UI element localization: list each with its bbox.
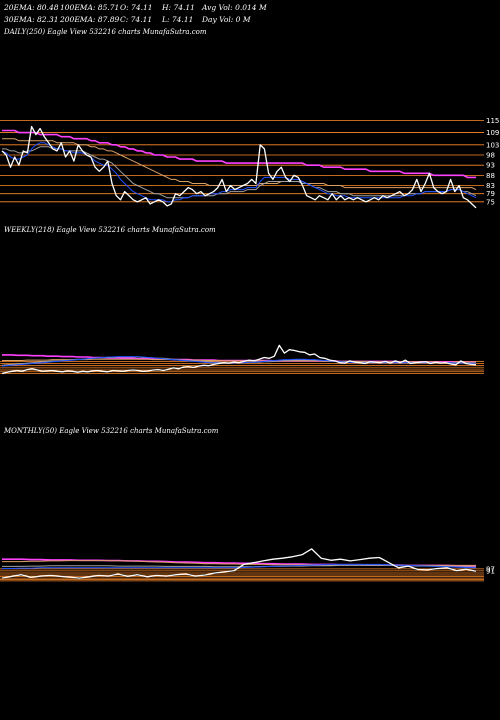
ema200-value: 200EMA: 87.89 — [60, 15, 120, 24]
ema30-value: 30EMA: 82.31 — [4, 15, 59, 24]
open-value: O: 74.11 — [120, 3, 153, 12]
y-tick-label: 91 — [486, 567, 495, 575]
low-value: L: 74.11 — [162, 15, 194, 24]
y-tick-label: 75 — [486, 198, 495, 206]
y-tick-label: 103 — [486, 141, 499, 149]
daily-panel-title: DAILY(250) Eagle View 532216 charts Muna… — [4, 28, 207, 36]
y-tick-label: 115 — [486, 117, 499, 125]
ema200-line — [2, 129, 476, 179]
y-tick-label: 98 — [486, 151, 495, 159]
monthly-panel-title: MONTHLY(50) Eagle View 532216 charts Mun… — [4, 427, 219, 435]
ema20-value: 20EMA: 80.48 — [4, 3, 59, 12]
high-value: H: 74.11 — [162, 3, 195, 12]
y-tick-label: 88 — [486, 172, 495, 180]
weekly-chart — [0, 344, 484, 375]
y-tick-label: 83 — [486, 182, 495, 190]
ema30-line — [2, 146, 477, 199]
weekly-panel-title: WEEKLY(218) Eagle View 532216 charts Mun… — [4, 226, 216, 234]
avg-vol-value: Avg Vol: 0.014 M — [202, 3, 267, 12]
close-value: C: 74.11 — [120, 15, 153, 24]
y-tick-label: 97 — [486, 565, 495, 573]
price-line — [1, 344, 477, 375]
ema20-line — [1, 142, 477, 203]
price-line — [1, 125, 477, 209]
y-tick-label: 93 — [486, 162, 495, 170]
ema100-value: 100EMA: 85.71 — [60, 3, 120, 12]
ema100-line — [2, 138, 477, 191]
y-tick-label: 109 — [486, 129, 499, 137]
price-line — [1, 548, 477, 579]
y-tick-label: 79 — [486, 190, 495, 198]
day-vol-value: Day Vol: 0 M — [202, 15, 251, 24]
